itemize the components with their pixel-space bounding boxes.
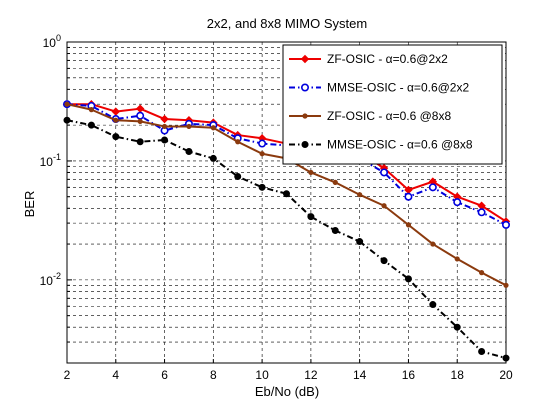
legend-marker [301, 141, 309, 148]
x-tick-label: 10 [255, 368, 269, 382]
x-tick-label: 2 [64, 368, 71, 382]
y-tick-label: 10-2 [40, 271, 61, 288]
data-point [64, 101, 70, 107]
data-point [357, 192, 363, 198]
series-4 [63, 116, 510, 362]
data-point [479, 270, 485, 276]
x-tick-label: 16 [402, 368, 416, 382]
legend-entry: MMSE-OSIC - α=0.6@2x2 [289, 81, 469, 95]
data-point [111, 107, 120, 116]
data-point [380, 257, 388, 265]
data-point [136, 111, 145, 120]
data-point [210, 125, 216, 131]
x-tick-label: 18 [451, 368, 465, 382]
x-tick-label: 12 [304, 368, 318, 382]
x-tick-label: 4 [112, 368, 119, 382]
data-point [160, 114, 169, 124]
data-point [186, 123, 192, 130]
data-point [258, 139, 267, 148]
chart-title: 2x2, and 8x8 MIMO System [207, 16, 367, 31]
data-point [453, 323, 461, 331]
legend: ZF-OSIC - α=0.6@2x2 MMSE-OSIC - α=0.6@2x2… [282, 44, 503, 165]
data-point [430, 241, 436, 247]
legend-label: ZF-OSIC - α=0.6@2x2 [327, 52, 448, 66]
x-tick-label: 8 [210, 368, 217, 382]
legend-label: ZF-OSIC - α=0.6 @8x8 [327, 109, 451, 123]
data-point [135, 104, 145, 113]
data-point [404, 192, 413, 201]
data-point [453, 198, 462, 207]
legend-marker [300, 54, 310, 64]
y-axis-label: BER [22, 191, 37, 218]
x-tick-label: 20 [499, 368, 513, 382]
data-point [137, 118, 143, 124]
data-point [307, 213, 315, 221]
y-tick-label: 10-1 [40, 152, 61, 169]
legend-marker [302, 113, 308, 119]
data-point [332, 179, 338, 185]
legend-entry: MMSE-OSIC - α=0.6 @8x8 [289, 138, 473, 152]
data-point [259, 151, 265, 157]
data-point [478, 347, 486, 355]
data-point [501, 220, 510, 229]
y-tick-label: 100 [43, 33, 61, 50]
legend-marker [300, 83, 309, 92]
data-point [209, 154, 217, 162]
data-point [112, 133, 120, 141]
legend-label: MMSE-OSIC - α=0.6@2x2 [327, 81, 469, 95]
x-tick-label: 6 [161, 368, 168, 382]
data-point [161, 136, 169, 144]
data-point [502, 354, 510, 362]
x-tick-label: 14 [353, 368, 367, 382]
data-point [428, 183, 437, 192]
data-point [308, 169, 314, 176]
data-point [161, 123, 168, 130]
data-point [454, 256, 460, 262]
data-point [356, 238, 364, 246]
data-point [234, 172, 242, 180]
grid [67, 42, 506, 363]
data-point [404, 275, 412, 283]
data-point [63, 116, 71, 124]
data-point [477, 208, 486, 217]
legend-entry: ZF-OSIC - α=0.6@2x2 [289, 52, 448, 66]
data-point [113, 117, 119, 123]
x-axis-label: Eb/No (dB) [255, 384, 319, 399]
data-point [235, 139, 241, 145]
data-point [88, 107, 94, 113]
legend-label: MMSE-OSIC - α=0.6 @8x8 [327, 138, 473, 152]
legend-entry: ZF-OSIC - α=0.6 @8x8 [289, 109, 451, 123]
y-tick-exponent: -2 [53, 271, 61, 281]
y-tick-base: 10 [43, 36, 57, 50]
data-point [87, 121, 95, 129]
data-point [381, 203, 387, 209]
data-point [185, 148, 193, 156]
data-point [380, 168, 389, 177]
data-point [136, 138, 144, 146]
data-point [283, 190, 290, 198]
data-point [503, 282, 509, 288]
y-tick-base: 10 [40, 155, 54, 169]
plot-frame [66, 41, 507, 364]
y-tick-base: 10 [40, 274, 54, 288]
data-point [405, 222, 412, 228]
data-point [429, 301, 437, 309]
data-point [258, 183, 266, 191]
data-point [331, 227, 339, 235]
y-tick-exponent: 0 [56, 33, 61, 43]
y-tick-exponent: -1 [53, 152, 61, 162]
